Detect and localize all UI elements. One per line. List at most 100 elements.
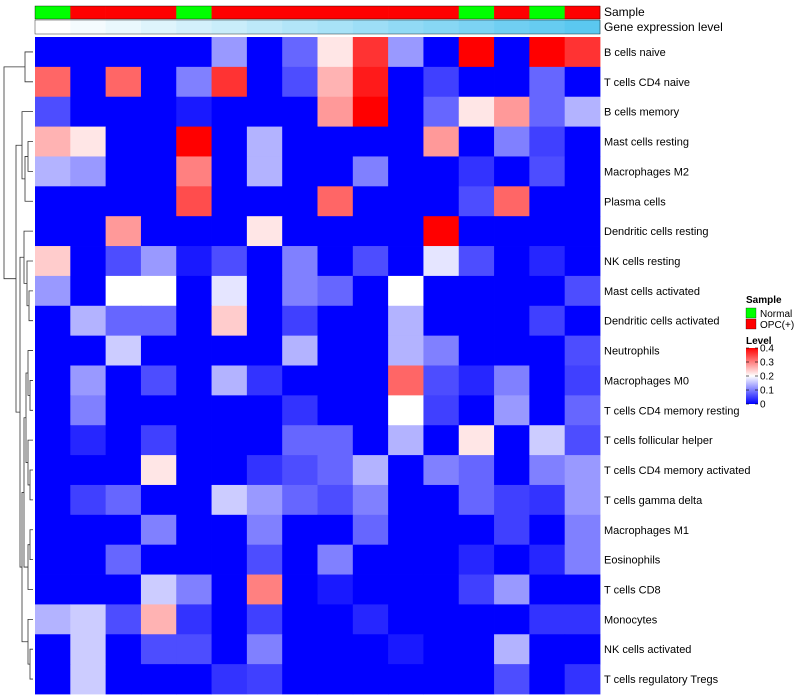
heatmap-cell xyxy=(564,96,601,127)
heatmap-cell xyxy=(529,246,566,277)
dendrogram-branch xyxy=(15,144,22,413)
heatmap-cell xyxy=(105,246,142,277)
heatmap-cell xyxy=(564,305,601,337)
expression-annotation-cell xyxy=(494,20,530,34)
heatmap-cell xyxy=(388,455,424,486)
heatmap-cell xyxy=(70,216,107,247)
heatmap-cell xyxy=(388,634,424,665)
heatmap-cell xyxy=(317,156,354,187)
expression-annotation-cell xyxy=(35,20,71,34)
heatmap-cell xyxy=(458,484,495,516)
heatmap-cell xyxy=(70,395,107,426)
heatmap-cell xyxy=(423,664,460,695)
heatmap-cell xyxy=(105,275,142,307)
heatmap-cell xyxy=(423,365,460,396)
heatmap-cell xyxy=(388,156,424,187)
heatmap-cell xyxy=(282,574,318,605)
heatmap-cell xyxy=(352,96,389,127)
heatmap-cell xyxy=(105,335,142,366)
dendrogram-branch xyxy=(27,439,33,486)
heatmap-cell xyxy=(140,544,177,575)
heatmap-cell xyxy=(458,574,495,605)
heatmap-cell xyxy=(458,156,495,187)
heatmap-cell xyxy=(317,604,354,635)
heatmap-cell xyxy=(70,604,107,635)
row-label: Macrophages M2 xyxy=(604,166,689,178)
dendrogram-branch xyxy=(21,111,33,180)
heatmap-cell xyxy=(388,604,424,635)
heatmap-cell xyxy=(458,664,495,695)
row-label: T cells CD8 xyxy=(604,584,661,596)
heatmap-cell xyxy=(246,186,283,217)
heatmap-cell xyxy=(564,365,601,396)
heatmap-cell xyxy=(35,216,71,247)
heatmap-cell xyxy=(352,186,389,217)
heatmap-cell xyxy=(423,246,460,277)
heatmap-cell xyxy=(423,126,460,157)
heatmap-cell xyxy=(352,574,389,605)
heatmap-cell xyxy=(211,604,248,635)
expression-annotation-border xyxy=(34,19,601,35)
heatmap-cell xyxy=(35,156,71,187)
heatmap-cell xyxy=(317,305,354,337)
heatmap-cell xyxy=(494,305,530,337)
heatmap-cell xyxy=(282,365,318,396)
heatmap-cell xyxy=(105,66,142,98)
heatmap-cell xyxy=(140,305,177,337)
heatmap-cell xyxy=(388,365,424,396)
heatmap-cell xyxy=(35,574,71,605)
sample-annotation-cell xyxy=(564,6,601,19)
heatmap-cell xyxy=(494,634,530,665)
dendrogram-branch xyxy=(24,51,33,83)
heatmap-cell xyxy=(176,275,212,307)
heatmap-cell xyxy=(423,66,460,98)
dendrogram-branch xyxy=(28,290,33,322)
expression-annotation-cell xyxy=(282,20,318,34)
heatmap-cell xyxy=(140,246,177,277)
heatmap-cell xyxy=(282,305,318,337)
sample-annotation-cell xyxy=(105,6,142,19)
heatmap-cell xyxy=(176,604,212,635)
heatmap-cell xyxy=(140,425,177,456)
heatmap-cell xyxy=(388,335,424,366)
sample-annotation-cell xyxy=(176,6,212,19)
dendrogram-branch xyxy=(27,544,33,590)
sample-annotation-cell xyxy=(317,6,354,19)
heatmap-cell xyxy=(211,395,248,426)
heatmap-cell xyxy=(282,604,318,635)
heatmap-cell xyxy=(352,37,389,68)
heatmap-cell xyxy=(211,216,248,247)
heatmap-cell xyxy=(317,126,354,157)
heatmap-cell xyxy=(494,216,530,247)
heatmap-cell xyxy=(246,455,283,486)
heatmap-cell xyxy=(140,126,177,157)
heatmap-cell xyxy=(529,275,566,307)
heatmap-cell xyxy=(352,514,389,546)
heatmap-cell xyxy=(317,664,354,695)
heatmap-cell xyxy=(246,246,283,277)
heatmap-cell xyxy=(352,664,389,695)
heatmap-cell xyxy=(458,66,495,98)
heatmap-cell xyxy=(35,365,71,396)
row-label: Dendritic cells resting xyxy=(604,226,709,238)
heatmap-cell xyxy=(458,126,495,157)
row-label: Mast cells resting xyxy=(604,137,689,149)
sample-annotation-bar xyxy=(34,5,601,20)
heatmap-cell xyxy=(352,335,389,366)
heatmap-cell xyxy=(494,514,530,546)
heatmap-cell xyxy=(564,455,601,486)
heatmap-cell xyxy=(458,544,495,575)
heatmap-cell xyxy=(352,156,389,187)
heatmap-cell xyxy=(105,544,142,575)
heatmap-cell xyxy=(352,126,389,157)
dendrogram-branch xyxy=(24,156,33,202)
heatmap-cell xyxy=(317,365,354,396)
expression-annotation-cell xyxy=(529,20,565,34)
heatmap-cell xyxy=(211,305,248,337)
heatmap-cell xyxy=(529,634,566,665)
heatmap-cell xyxy=(564,216,601,247)
heatmap-cell xyxy=(176,514,212,546)
heatmap-cell xyxy=(70,246,107,277)
heatmap-cell xyxy=(423,425,460,456)
